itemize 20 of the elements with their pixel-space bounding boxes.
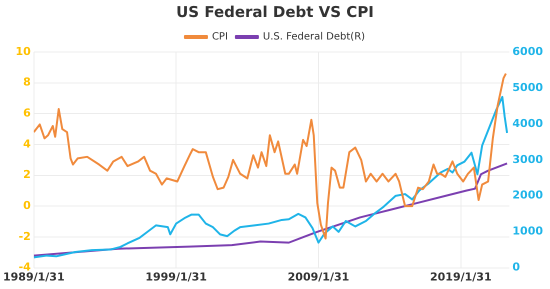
y-tick-label: 6 [23, 106, 32, 120]
legend-label: U.S. Federal Debt(R) [262, 32, 366, 43]
y-tick-label: 4 [23, 137, 32, 150]
y2-tick-label: 1000 [512, 224, 544, 238]
legend-label: CPI [212, 32, 228, 43]
x-tick-label: 1999/1/31 [145, 270, 207, 284]
y-tick-label: 2 [23, 168, 31, 182]
x-tick-label: 2019/1/31 [430, 270, 492, 284]
y2-tick-label: 3000 [512, 152, 544, 166]
y-tick-label: -2 [18, 230, 31, 243]
y-tick-label: 0 [23, 199, 32, 212]
x-tick-label: 2009/1/31 [288, 270, 350, 284]
y-tick-label: 8 [23, 76, 31, 89]
y-tick-label: 10 [15, 44, 32, 58]
y2-tick-label: 5000 [512, 80, 544, 94]
chart-title: US Federal Debt VS CPI [176, 2, 374, 21]
y2-tick-label: 2000 [512, 188, 544, 202]
y2-tick-label: 0 [512, 260, 520, 274]
y2-tick-label: 4000 [512, 116, 544, 130]
y2-tick-label: 6000 [512, 44, 544, 58]
